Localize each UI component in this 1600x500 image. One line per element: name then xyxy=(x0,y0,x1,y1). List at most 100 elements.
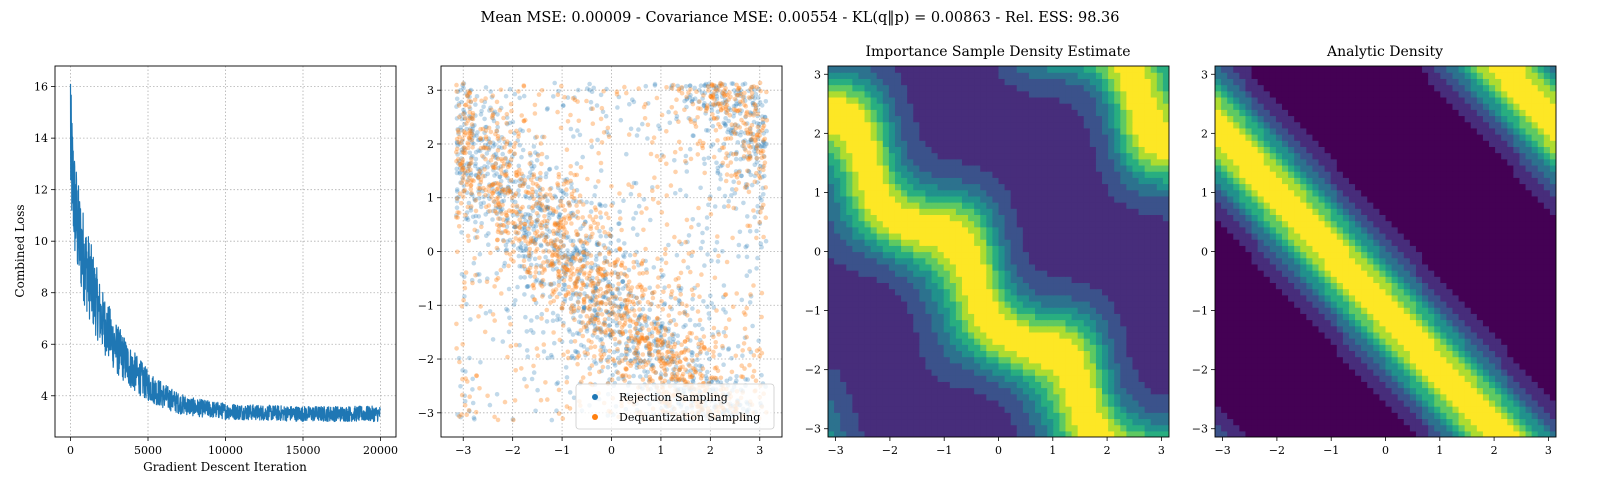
rejection-sample-point xyxy=(491,167,496,173)
dequantization-sample-point xyxy=(617,246,622,251)
dequantization-sample-point xyxy=(737,107,742,113)
importance-density-cell xyxy=(1004,319,1012,327)
importance-density-cell xyxy=(1041,313,1048,321)
rejection-sample-point xyxy=(726,106,732,111)
importance-density-cell xyxy=(943,282,951,290)
rejection-sample-point xyxy=(735,131,740,137)
importance-density-cell xyxy=(1089,276,1097,284)
importance-density-cell xyxy=(1041,406,1048,413)
rejection-sample-point xyxy=(493,206,499,211)
dequantization-sample-point xyxy=(641,227,646,233)
rejection-sample-point xyxy=(726,153,731,158)
dequantization-sample-point xyxy=(484,279,490,285)
dequantization-sample-point xyxy=(604,271,610,277)
importance-density-cell xyxy=(986,294,994,302)
dequantization-sample-point xyxy=(750,374,756,379)
y-tick-label: 1 xyxy=(427,192,434,205)
importance-density-cell xyxy=(840,282,847,290)
dequantization-sample-point xyxy=(612,260,617,266)
dequantization-sample-point xyxy=(538,170,543,176)
dequantization-sample-point xyxy=(463,212,468,218)
dequantization-sample-point xyxy=(480,173,486,179)
y-tick-label: −2 xyxy=(418,353,434,366)
rejection-sample-point xyxy=(673,191,678,196)
rejection-sample-point xyxy=(688,368,694,373)
dequantization-sample-point xyxy=(710,95,715,101)
importance-density-cell xyxy=(1016,319,1024,327)
dequantization-sample-point xyxy=(657,356,662,362)
dequantization-sample-point xyxy=(683,356,688,362)
rejection-sample-point xyxy=(709,258,714,264)
importance-density-cell xyxy=(1035,381,1042,389)
rejection-sample-point xyxy=(478,170,484,175)
importance-density-cell xyxy=(1071,424,1079,432)
dequantization-sample-point xyxy=(715,234,720,239)
rejection-sample-point xyxy=(761,144,766,149)
rejection-sample-point xyxy=(731,114,736,119)
dequantization-sample-point xyxy=(554,250,560,255)
importance-density-cell xyxy=(840,270,847,277)
rejection-sample-point xyxy=(564,263,569,269)
rejection-sample-point xyxy=(624,346,629,352)
importance-density-cell xyxy=(974,276,981,284)
rejection-sample-point xyxy=(458,165,463,171)
importance-density-cell xyxy=(949,356,957,364)
dequantization-sample-point xyxy=(491,165,497,171)
rejection-sample-point xyxy=(522,181,527,186)
dequantization-sample-point xyxy=(687,372,693,378)
importance-density-cell xyxy=(1144,325,1152,333)
rejection-sample-point xyxy=(473,219,478,225)
importance-density-cell xyxy=(937,331,945,339)
dequantization-sample-point xyxy=(743,312,748,317)
dequantization-sample-point xyxy=(601,260,607,266)
rejection-sample-point xyxy=(655,348,661,354)
importance-density-cell xyxy=(1144,356,1152,364)
dequantization-sample-point xyxy=(551,208,557,214)
importance-density-cell xyxy=(949,344,957,352)
importance-density-cell xyxy=(1059,288,1067,296)
rejection-sample-point xyxy=(561,103,566,108)
dequantization-sample-point xyxy=(512,193,518,198)
importance-density-cell xyxy=(870,282,878,290)
dequantization-sample-point xyxy=(458,161,463,167)
rejection-sample-point xyxy=(570,254,576,259)
importance-density-cell xyxy=(1144,381,1152,389)
importance-density-cell xyxy=(1089,375,1097,382)
dequantization-sample-point xyxy=(576,305,582,311)
importance-density-cell xyxy=(834,362,841,370)
dequantization-sample-point xyxy=(669,350,674,356)
dequantization-sample-point xyxy=(747,112,753,118)
importance-density-cell xyxy=(1089,300,1097,308)
dequantization-sample-point xyxy=(700,145,705,151)
importance-density-cell xyxy=(1102,282,1109,290)
importance-density-cell xyxy=(1095,282,1103,290)
importance-density-cell xyxy=(870,313,878,321)
rejection-sample-point xyxy=(594,302,599,307)
rejection-sample-point xyxy=(616,238,621,243)
rejection-sample-point xyxy=(570,252,575,257)
dequantization-sample-point xyxy=(544,192,549,197)
dequantization-sample-point xyxy=(592,316,598,322)
importance-density-cell xyxy=(894,307,902,314)
rejection-sample-point xyxy=(498,178,504,184)
importance-density-cell xyxy=(949,399,957,407)
dequantization-sample-point xyxy=(465,140,471,145)
importance-density-cell xyxy=(846,356,853,364)
importance-density-cell xyxy=(907,387,914,395)
dequantization-sample-point xyxy=(712,365,718,371)
rejection-sample-point xyxy=(531,223,536,229)
importance-density-cell xyxy=(986,356,994,364)
rejection-sample-point xyxy=(702,263,707,268)
rejection-sample-point xyxy=(595,301,600,306)
importance-density-cell xyxy=(943,424,951,432)
dequantization-sample-point xyxy=(751,135,756,140)
dequantization-sample-point xyxy=(656,275,661,281)
rejection-sample-point xyxy=(583,352,588,358)
dequantization-sample-point xyxy=(500,222,505,228)
rejection-sample-point xyxy=(511,302,517,307)
rejection-sample-point xyxy=(598,337,603,343)
rejection-sample-point xyxy=(537,185,542,191)
rejection-sample-point xyxy=(712,247,718,253)
importance-density-cell xyxy=(840,344,847,352)
importance-density-cell xyxy=(1132,393,1140,401)
